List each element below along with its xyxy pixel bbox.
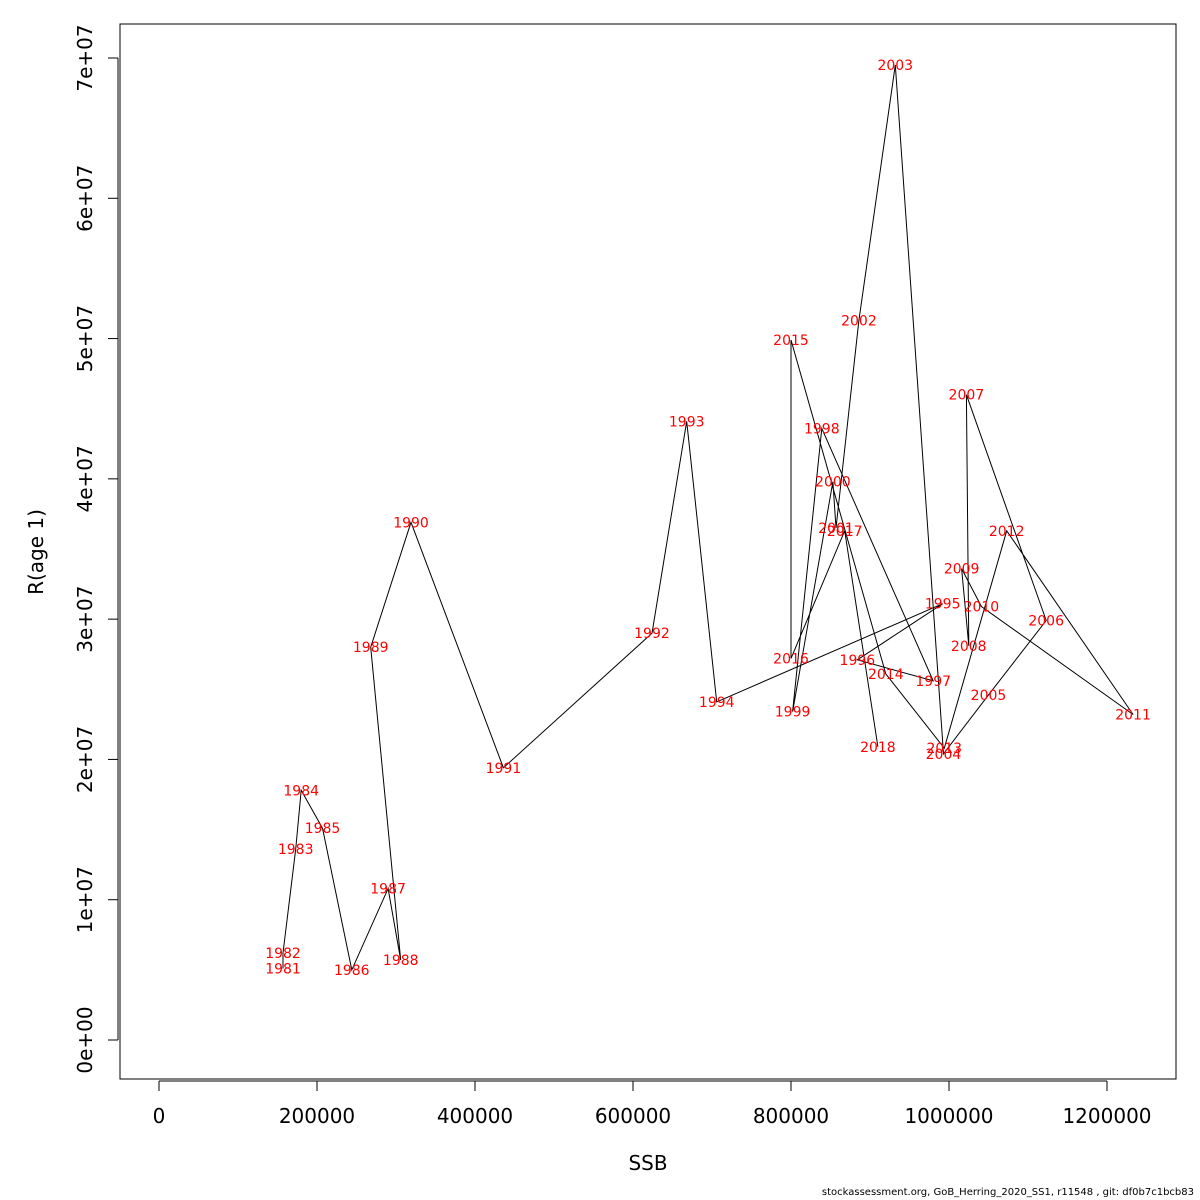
point-label-1991: 1991 (486, 761, 522, 777)
x-axis-title: SSB (628, 1151, 667, 1175)
point-label-1985: 1985 (305, 821, 341, 837)
x-axis: 0 200000 400000 600000 800000 1000000 1200000 (153, 1080, 1152, 1128)
y-axis: 0e+00 1e+07 2e+07 3e+07 4e+07 5e+07 6e+07 7e+07 (73, 24, 119, 1074)
point-label-2006: 2006 (1028, 614, 1064, 630)
x-tick-label: 1000000 (904, 1104, 993, 1128)
point-label-2001: 2001 (818, 521, 854, 537)
point-label-1984: 1984 (283, 783, 319, 799)
y-axis-title: R(age 1) (24, 509, 48, 595)
y-tick-label: 7e+07 (73, 24, 97, 91)
point-label-1989: 1989 (353, 640, 389, 656)
point-label-1987: 1987 (370, 881, 406, 897)
x-tick-label: 200000 (279, 1104, 355, 1128)
point-label-1994: 1994 (699, 695, 735, 711)
y-tick-label: 4e+07 (73, 445, 97, 512)
point-label-2011: 2011 (1115, 708, 1151, 724)
point-label-1996: 1996 (840, 653, 876, 669)
recruitment-series (282, 64, 1134, 972)
point-label-1990: 1990 (393, 515, 429, 531)
point-label-1997: 1997 (915, 674, 951, 690)
point-label-2017: 2017 (827, 524, 863, 540)
y-tick-label: 5e+07 (73, 305, 97, 372)
point-label-2005: 2005 (971, 688, 1007, 704)
point-label-2008: 2008 (951, 639, 987, 655)
point-label-2015: 2015 (773, 333, 809, 349)
point-label-1988: 1988 (383, 953, 419, 969)
x-tick-label: 800000 (753, 1104, 829, 1128)
y-tick-label: 6e+07 (73, 165, 97, 232)
point-label-2016: 2016 (773, 651, 809, 667)
plot-frame (119, 23, 1177, 1080)
x-tick-label: 400000 (437, 1104, 513, 1128)
point-label-2004: 2004 (926, 747, 962, 763)
point-label-1995: 1995 (925, 597, 961, 613)
point-label-2012: 2012 (989, 524, 1025, 540)
point-label-2002: 2002 (841, 313, 877, 329)
point-label-2009: 2009 (944, 562, 980, 578)
x-tick-label: 0 (153, 1104, 166, 1128)
point-label-2000: 2000 (815, 475, 851, 491)
point-label-1999: 1999 (775, 705, 811, 721)
y-tick-label: 0e+00 (73, 1006, 97, 1073)
point-label-1998: 1998 (804, 421, 840, 437)
point-label-1982: 1982 (265, 946, 301, 962)
point-label-1993: 1993 (669, 414, 705, 430)
point-label-1986: 1986 (334, 963, 370, 979)
series-line (282, 64, 1134, 972)
point-label-1981: 1981 (265, 961, 301, 977)
point-label-1992: 1992 (634, 626, 670, 642)
y-tick-label: 1e+07 (73, 866, 97, 933)
point-label-2010: 2010 (964, 600, 1000, 616)
point-label-1983: 1983 (278, 842, 314, 858)
point-label-2014: 2014 (868, 667, 904, 683)
y-tick-label: 2e+07 (73, 726, 97, 793)
point-label-2018: 2018 (860, 740, 896, 756)
x-tick-label: 600000 (595, 1104, 671, 1128)
point-label-2003: 2003 (877, 58, 913, 74)
footer-caption: stockassessment.org, GoB_Herring_2020_SS… (821, 1187, 1194, 1198)
point-label-2013: 2013 (926, 741, 962, 757)
y-tick-label: 3e+07 (73, 586, 97, 653)
x-tick-label: 1200000 (1062, 1104, 1151, 1128)
point-label-2007: 2007 (949, 388, 985, 404)
